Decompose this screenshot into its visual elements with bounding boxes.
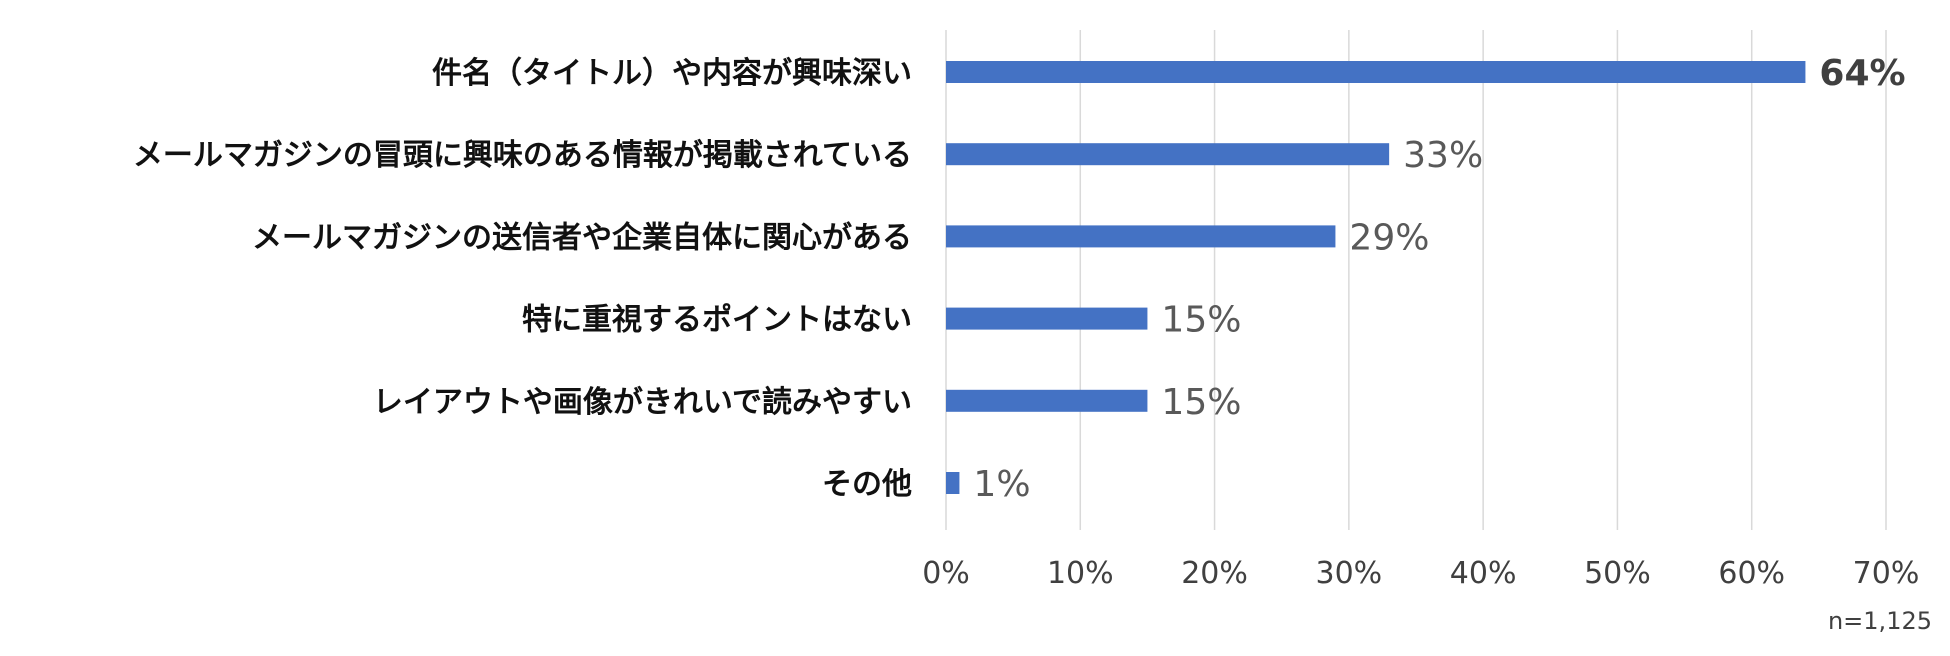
value-label: 1% [973, 464, 1030, 505]
bar [946, 61, 1806, 83]
value-label: 33% [1403, 135, 1483, 176]
bar [946, 143, 1390, 166]
category-label: メールマガジンの送信者や企業自体に関心がある [252, 220, 912, 255]
x-tick-label: 20% [1181, 556, 1248, 591]
category-label: その他 [822, 467, 912, 502]
bar-layer [946, 61, 1806, 494]
sample-size-note: n=1,125 [1828, 607, 1932, 635]
label-layer: 件名（タイトル）や内容が興味深い 64% メールマガジンの冒頭に興味のある情報が掲載… [133, 53, 1906, 505]
x-tick-label: 50% [1584, 556, 1651, 591]
bar [946, 307, 1148, 330]
value-label: 15% [1161, 382, 1241, 423]
bar [946, 225, 1336, 248]
category-label: 件名（タイトル）や内容が興味深い [432, 56, 912, 91]
bar [946, 389, 1148, 412]
category-label: 特に重視するポイントはない [522, 303, 912, 338]
x-tick-label: 0% [922, 556, 970, 591]
x-tick-label: 70% [1853, 556, 1920, 591]
value-label: 29% [1349, 217, 1429, 258]
x-tick-label: 40% [1450, 556, 1517, 591]
value-label: 64% [1819, 53, 1905, 94]
category-label: レイアウトや画像がきれいで読みやすい [373, 385, 912, 420]
tick-layer: 0% 10% 20% 30% 40% 50% 60% 70% [922, 556, 1919, 591]
category-label: メールマガジンの冒頭に興味のある情報が掲載されている [133, 138, 912, 173]
grid-layer [945, 30, 1887, 530]
bar [946, 472, 960, 494]
x-tick-label: 60% [1718, 556, 1785, 591]
value-label: 15% [1161, 300, 1241, 341]
x-tick-label: 30% [1316, 556, 1383, 591]
x-tick-label: 10% [1047, 556, 1114, 591]
